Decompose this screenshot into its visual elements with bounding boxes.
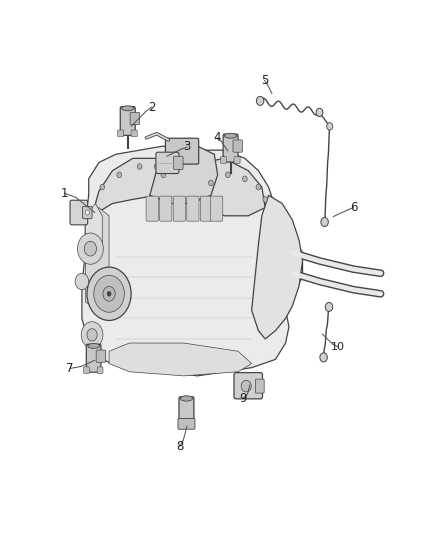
Text: 5: 5 — [261, 74, 268, 87]
FancyBboxPatch shape — [146, 196, 158, 221]
Polygon shape — [109, 343, 251, 376]
Circle shape — [161, 172, 166, 177]
Circle shape — [226, 172, 230, 177]
Circle shape — [84, 241, 96, 256]
FancyBboxPatch shape — [179, 397, 194, 427]
FancyBboxPatch shape — [83, 206, 92, 219]
Circle shape — [81, 322, 103, 348]
Circle shape — [78, 233, 103, 264]
FancyBboxPatch shape — [97, 367, 103, 374]
FancyBboxPatch shape — [117, 130, 124, 136]
Polygon shape — [150, 146, 218, 204]
Polygon shape — [82, 146, 303, 376]
Ellipse shape — [225, 133, 237, 138]
Polygon shape — [204, 158, 265, 216]
FancyBboxPatch shape — [84, 367, 89, 374]
Circle shape — [243, 176, 247, 182]
FancyBboxPatch shape — [120, 107, 135, 135]
Text: 10: 10 — [331, 342, 345, 352]
FancyBboxPatch shape — [223, 134, 238, 162]
FancyBboxPatch shape — [130, 112, 140, 125]
FancyBboxPatch shape — [234, 157, 240, 163]
FancyBboxPatch shape — [70, 200, 88, 225]
Circle shape — [320, 353, 327, 362]
Ellipse shape — [88, 343, 100, 349]
Polygon shape — [85, 204, 102, 253]
Text: 8: 8 — [176, 440, 184, 453]
Circle shape — [75, 273, 88, 290]
Text: 6: 6 — [350, 201, 357, 214]
Text: 7: 7 — [66, 362, 74, 375]
Circle shape — [256, 96, 264, 106]
Circle shape — [94, 276, 124, 312]
Circle shape — [208, 180, 213, 186]
Ellipse shape — [122, 106, 134, 111]
FancyBboxPatch shape — [233, 140, 243, 152]
Circle shape — [154, 164, 159, 169]
Ellipse shape — [241, 381, 251, 392]
Circle shape — [107, 292, 111, 296]
Circle shape — [117, 172, 122, 177]
Circle shape — [325, 302, 333, 311]
Text: 1: 1 — [60, 187, 68, 200]
Circle shape — [327, 123, 333, 130]
Text: 9: 9 — [240, 392, 247, 405]
Circle shape — [263, 197, 268, 202]
Polygon shape — [85, 207, 109, 310]
FancyBboxPatch shape — [211, 196, 223, 221]
FancyBboxPatch shape — [96, 350, 106, 362]
Ellipse shape — [180, 396, 193, 401]
FancyBboxPatch shape — [173, 156, 183, 169]
FancyBboxPatch shape — [255, 379, 264, 393]
FancyBboxPatch shape — [187, 196, 199, 221]
FancyBboxPatch shape — [173, 196, 185, 221]
FancyBboxPatch shape — [166, 138, 199, 164]
Text: 2: 2 — [148, 101, 155, 114]
Circle shape — [100, 184, 105, 190]
FancyBboxPatch shape — [178, 418, 195, 429]
FancyBboxPatch shape — [200, 196, 212, 221]
Circle shape — [316, 108, 323, 117]
Circle shape — [321, 217, 328, 227]
Polygon shape — [92, 158, 167, 216]
Circle shape — [256, 184, 261, 190]
Circle shape — [87, 267, 131, 320]
Circle shape — [137, 164, 142, 169]
Text: 4: 4 — [213, 131, 221, 144]
Polygon shape — [251, 195, 303, 339]
Circle shape — [103, 286, 115, 301]
Circle shape — [87, 329, 97, 341]
FancyBboxPatch shape — [156, 152, 179, 174]
FancyBboxPatch shape — [131, 130, 137, 136]
Text: 3: 3 — [184, 140, 191, 154]
FancyBboxPatch shape — [86, 344, 101, 372]
FancyBboxPatch shape — [159, 196, 172, 221]
Circle shape — [85, 210, 89, 215]
FancyBboxPatch shape — [220, 157, 226, 163]
FancyBboxPatch shape — [234, 373, 262, 399]
